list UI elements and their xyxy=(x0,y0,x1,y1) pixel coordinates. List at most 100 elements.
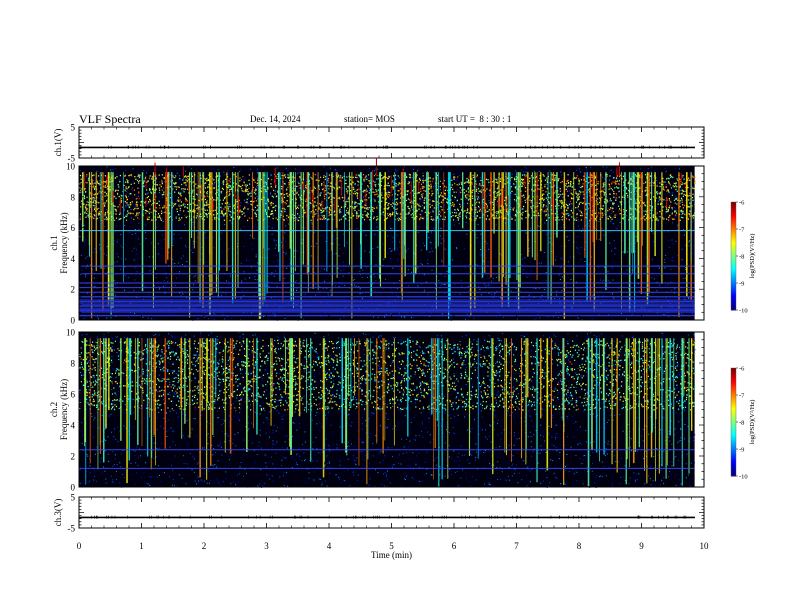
emission-band-pixel xyxy=(328,193,330,195)
emission-band-pixel xyxy=(691,205,693,207)
emission-band-pixel xyxy=(232,182,235,184)
emission-band-pixel xyxy=(510,185,512,188)
spectral-noise xyxy=(616,178,618,180)
spectral-noise xyxy=(503,179,505,181)
emission-band-pixel xyxy=(94,207,96,209)
emission-band-pixel xyxy=(680,211,682,213)
spectral-noise xyxy=(669,182,671,184)
emission-band-pixel xyxy=(87,179,90,182)
spectral-noise xyxy=(434,272,436,274)
emission-band-pixel xyxy=(101,198,103,200)
spectral-noise xyxy=(537,313,539,315)
spectral-noise xyxy=(453,224,455,226)
spectral-noise xyxy=(464,203,466,205)
emission-band-pixel xyxy=(666,190,668,192)
emission-band-pixel xyxy=(358,215,360,217)
emission-band-pixel xyxy=(396,208,398,210)
emission-band-pixel xyxy=(422,193,424,195)
spectral-noise xyxy=(396,170,398,172)
spectral-noise xyxy=(344,204,346,206)
spectral-noise xyxy=(535,288,537,290)
emission-band-pixel xyxy=(595,219,597,222)
emission-band-pixel xyxy=(533,214,535,216)
spectral-noise xyxy=(532,240,534,242)
spectral-noise xyxy=(103,174,105,176)
spectral-noise xyxy=(581,266,583,268)
spectral-noise xyxy=(692,185,694,187)
spectral-noise xyxy=(588,263,590,265)
emission-band-pixel xyxy=(397,184,399,186)
spectral-noise xyxy=(388,279,390,281)
spectral-noise xyxy=(346,201,348,203)
emission-band-pixel xyxy=(369,219,371,221)
spectral-noise xyxy=(693,220,695,222)
spectral-noise xyxy=(324,313,326,315)
emission-band-pixel xyxy=(571,216,573,218)
spectral-noise xyxy=(309,215,311,217)
spectral-noise xyxy=(184,245,186,247)
emission-band-pixel xyxy=(86,196,88,199)
spectral-noise xyxy=(588,288,590,290)
spectral-noise xyxy=(221,232,223,234)
emission-band-pixel xyxy=(362,190,364,193)
emission-band-pixel xyxy=(143,180,145,182)
spectral-noise xyxy=(335,269,337,271)
emission-band-pixel xyxy=(665,178,668,180)
emission-band-pixel xyxy=(694,182,696,185)
spectral-noise xyxy=(657,220,659,222)
spectral-noise xyxy=(214,171,216,173)
spectral-noise xyxy=(376,246,378,248)
emission-band-pixel xyxy=(467,181,469,184)
spectral-noise xyxy=(482,181,484,183)
spectral-noise xyxy=(691,312,693,314)
spectral-noise xyxy=(337,174,339,176)
spectral-noise xyxy=(420,198,422,200)
emission-band-pixel xyxy=(146,196,148,199)
spectral-noise xyxy=(488,292,490,294)
emission-band-pixel xyxy=(655,218,657,221)
spectral-noise xyxy=(301,226,303,228)
spectral-noise xyxy=(676,226,678,228)
emission-band-pixel xyxy=(138,192,140,194)
spectral-noise xyxy=(453,260,455,262)
spectral-noise xyxy=(240,228,242,230)
spectral-noise xyxy=(680,286,682,288)
emission-band-pixel xyxy=(680,192,683,195)
emission-band-pixel xyxy=(86,208,89,210)
spectral-noise xyxy=(421,186,423,188)
spectral-noise xyxy=(255,302,257,304)
spectral-noise xyxy=(90,267,92,269)
emission-band-pixel xyxy=(382,197,384,199)
emission-band-pixel xyxy=(183,176,185,178)
spectral-noise xyxy=(502,316,504,318)
emission-band-pixel xyxy=(298,216,300,219)
spectral-noise xyxy=(524,262,526,264)
spectral-noise xyxy=(201,253,203,255)
spectral-noise xyxy=(296,251,298,253)
spectral-noise xyxy=(673,207,675,209)
spectral-noise xyxy=(186,276,188,278)
spectral-noise xyxy=(615,227,617,229)
spectral-noise xyxy=(607,271,609,273)
emission-band-pixel xyxy=(194,210,196,212)
emission-band-pixel xyxy=(443,209,445,211)
emission-band-pixel xyxy=(366,178,368,180)
spectral-noise xyxy=(582,196,584,198)
emission-band-pixel xyxy=(546,194,549,196)
emission-band-pixel xyxy=(105,193,108,195)
spectral-noise xyxy=(223,181,225,183)
emission-band-pixel xyxy=(571,193,573,196)
spectral-noise xyxy=(286,229,288,231)
spectral-noise xyxy=(120,234,122,236)
emission-band-pixel xyxy=(368,180,370,182)
emission-band-pixel xyxy=(161,181,163,183)
spectral-noise xyxy=(222,314,224,316)
spectral-noise xyxy=(651,278,653,280)
spectral-noise xyxy=(105,209,107,211)
emission-band-pixel xyxy=(280,193,282,196)
emission-band-pixel xyxy=(158,204,161,206)
emission-band-pixel xyxy=(484,202,487,204)
spectral-noise xyxy=(330,192,332,194)
emission-band-pixel xyxy=(169,186,171,188)
spectral-noise xyxy=(663,259,665,261)
